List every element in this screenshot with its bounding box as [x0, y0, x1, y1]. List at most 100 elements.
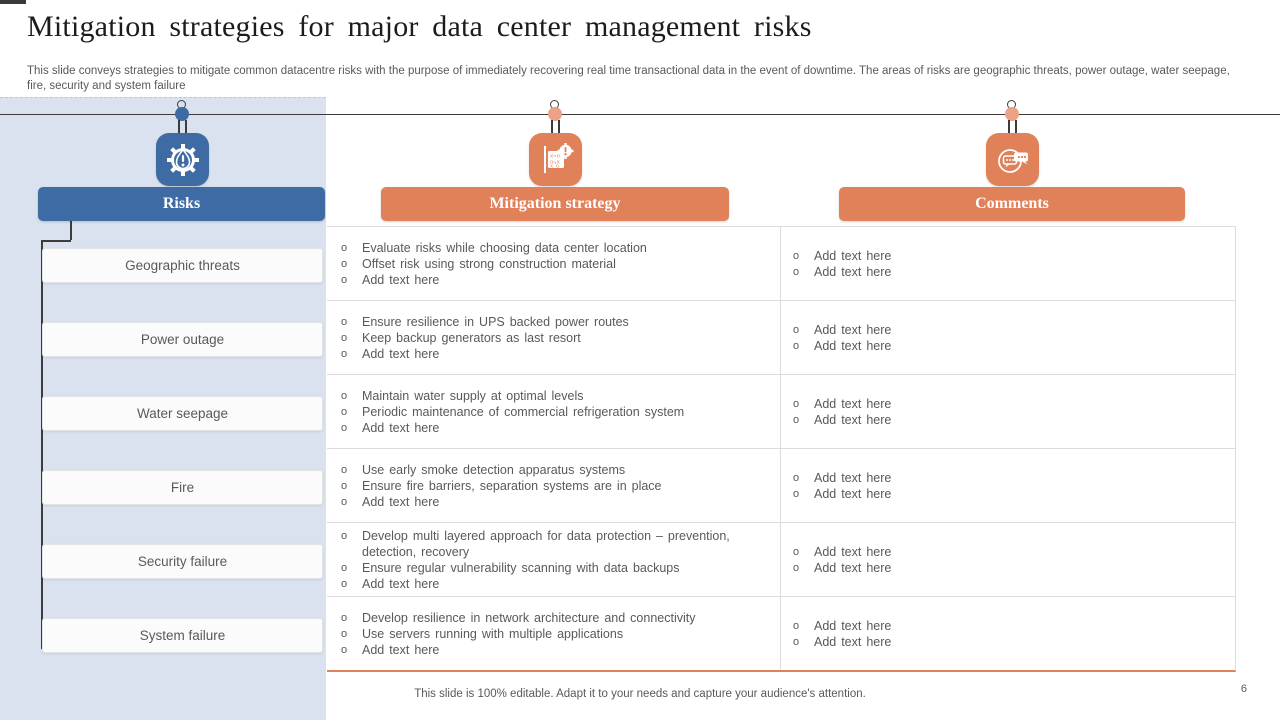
connector-node: [175, 107, 189, 121]
bullet-line: o Ensure regular vulnerability scanning w…: [341, 560, 768, 576]
bullet-marker: o: [793, 487, 800, 500]
speech-bubbles-icon: [986, 133, 1039, 186]
comments-cell: o Add text here o Add text here: [781, 597, 1235, 670]
risks-header[interactable]: Risks: [38, 187, 325, 221]
strategy-text: Evaluate risks while choosing data cente…: [362, 240, 647, 255]
add-text-placeholder[interactable]: Add text here: [814, 634, 892, 649]
bullet-marker: o: [793, 619, 800, 632]
add-text-placeholder[interactable]: Add text here: [814, 470, 892, 485]
add-text-placeholder[interactable]: Add text here: [362, 420, 440, 435]
strategy-cell: o Develop resilience in network architect…: [327, 597, 781, 670]
strategy-cell: o Develop multi layered approach for data…: [327, 523, 781, 596]
risk-list: Geographic threats Power outage Water seep…: [42, 226, 323, 692]
connector-node: [1005, 107, 1019, 121]
risk-item[interactable]: Power outage: [42, 322, 323, 357]
risk-item[interactable]: Security failure: [42, 544, 323, 579]
svg-text:x→o: x→o: [550, 153, 560, 159]
risk-item[interactable]: System failure: [42, 618, 323, 653]
bullet-line: o Use early smoke detection apparatus sys…: [341, 462, 768, 478]
bullet-marker: o: [341, 315, 348, 328]
strategy-text: Keep backup generators as last resort: [362, 330, 581, 345]
comments-cell: o Add text here o Add text here: [781, 301, 1235, 374]
bullet-line: o Add text here: [793, 470, 1223, 486]
bullet-line: o Evaluate risks while choosing data cent…: [341, 240, 768, 256]
risk-item[interactable]: Fire: [42, 470, 323, 505]
risk-item[interactable]: Water seepage: [42, 396, 323, 431]
bullet-line: o Add text here: [341, 494, 768, 510]
comments-cell: o Add text here o Add text here: [781, 227, 1235, 300]
strategy-board-icon: x→o o↘x x o: [529, 133, 582, 186]
connector-node: [548, 107, 562, 121]
strategy-cell: o Ensure resilience in UPS backed power r…: [327, 301, 781, 374]
comments-cell: o Add text here o Add text here: [781, 375, 1235, 448]
add-text-placeholder[interactable]: Add text here: [814, 396, 892, 411]
bullet-line: o Add text here: [341, 272, 768, 288]
bullet-marker: o: [793, 561, 800, 574]
strategy-text: Use servers running with multiple applic…: [362, 626, 624, 641]
bullet-marker: o: [341, 389, 348, 402]
bullet-line: o Add text here: [793, 412, 1223, 428]
table-row: o Evaluate risks while choosing data cent…: [327, 227, 1235, 301]
add-text-placeholder[interactable]: Add text here: [814, 618, 892, 633]
strategy-text: Offset risk using strong construction ma…: [362, 256, 616, 271]
strategy-text: Ensure fire barriers, separation systems…: [362, 478, 662, 493]
add-text-placeholder[interactable]: Add text here: [814, 338, 892, 353]
bullet-marker: o: [341, 273, 348, 286]
bullet-marker: o: [341, 241, 348, 254]
bullet-marker: o: [793, 249, 800, 262]
bullet-line: o Add text here: [793, 618, 1223, 634]
bullet-line: o Add text here: [341, 346, 768, 362]
svg-text:x o: x o: [550, 163, 559, 169]
bullet-marker: o: [793, 323, 800, 336]
add-text-placeholder[interactable]: Add text here: [814, 264, 892, 279]
strategy-text: Develop multi layered approach for data …: [362, 528, 730, 559]
bullet-marker: o: [793, 635, 800, 648]
add-text-placeholder[interactable]: Add text here: [814, 560, 892, 575]
bullet-marker: o: [341, 479, 348, 492]
add-text-placeholder[interactable]: Add text here: [814, 248, 892, 263]
bullet-line: o Ensure fire barriers, separation system…: [341, 478, 768, 494]
add-text-placeholder[interactable]: Add text here: [362, 346, 440, 361]
table-row: o Develop multi layered approach for data…: [327, 523, 1235, 597]
bullet-marker: o: [793, 397, 800, 410]
bullet-marker: o: [341, 405, 348, 418]
bullet-line: o Add text here: [793, 560, 1223, 576]
add-text-placeholder[interactable]: Add text here: [814, 412, 892, 427]
bullet-marker: o: [341, 347, 348, 360]
bullet-marker: o: [341, 495, 348, 508]
add-text-placeholder[interactable]: Add text here: [362, 576, 440, 591]
comments-header[interactable]: Comments: [839, 187, 1185, 221]
bullet-line: o Offset risk using strong construction m…: [341, 256, 768, 272]
strategy-cell: o Use early smoke detection apparatus sys…: [327, 449, 781, 522]
bullet-line: o Develop multi layered approach for data…: [341, 528, 768, 560]
bullet-marker: o: [341, 561, 348, 574]
add-text-placeholder[interactable]: Add text here: [814, 486, 892, 501]
slide-subtitle: This slide conveys strategies to mitigat…: [27, 65, 1230, 93]
bullet-line: o Add text here: [793, 486, 1223, 502]
warning-gear-icon: [156, 133, 209, 186]
strategy-comments-table: o Evaluate risks while choosing data cent…: [327, 226, 1236, 672]
comments-cell: o Add text here o Add text here: [781, 449, 1235, 522]
footer-note: This slide is 100% editable. Adapt it to…: [414, 688, 866, 700]
bullet-marker: o: [341, 463, 348, 476]
add-text-placeholder[interactable]: Add text here: [362, 494, 440, 509]
bullet-marker: o: [341, 611, 348, 624]
mitigation-strategy-header[interactable]: Mitigation strategy: [381, 187, 729, 221]
bullet-line: o Periodic maintenance of commercial refr…: [341, 404, 768, 420]
add-text-placeholder[interactable]: Add text here: [814, 544, 892, 559]
bullet-marker: o: [341, 331, 348, 344]
add-text-placeholder[interactable]: Add text here: [814, 322, 892, 337]
table-row: o Maintain water supply at optimal levels…: [327, 375, 1235, 449]
strategy-cell: o Evaluate risks while choosing data cent…: [327, 227, 781, 300]
bullet-line: o Maintain water supply at optimal levels: [341, 388, 768, 404]
bullet-line: o Add text here: [793, 264, 1223, 280]
bullet-line: o Keep backup generators as last resort: [341, 330, 768, 346]
add-text-placeholder[interactable]: Add text here: [362, 642, 440, 657]
add-text-placeholder[interactable]: Add text here: [362, 272, 440, 287]
bullet-line: o Add text here: [793, 338, 1223, 354]
svg-text:o↘x: o↘x: [550, 159, 561, 165]
risk-item[interactable]: Geographic threats: [42, 248, 323, 283]
bullet-marker: o: [793, 265, 800, 278]
bullet-marker: o: [341, 529, 348, 542]
bullet-line: o Ensure resilience in UPS backed power r…: [341, 314, 768, 330]
